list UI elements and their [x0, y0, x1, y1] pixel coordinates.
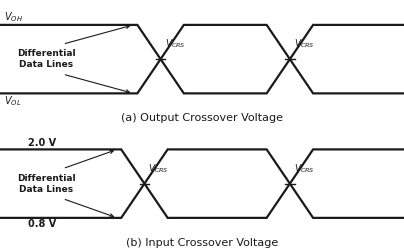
Text: 2.0 V: 2.0 V — [28, 138, 57, 148]
Text: $V_{CRS}$: $V_{CRS}$ — [149, 162, 169, 175]
Text: $V_{CRS}$: $V_{CRS}$ — [165, 38, 185, 50]
Text: (a) Output Crossover Voltage: (a) Output Crossover Voltage — [121, 113, 283, 123]
Text: Differential
Data Lines: Differential Data Lines — [17, 174, 76, 194]
Text: Differential
Data Lines: Differential Data Lines — [17, 49, 76, 69]
Text: $V_{CRS}$: $V_{CRS}$ — [294, 162, 315, 175]
Text: 0.8 V: 0.8 V — [28, 219, 57, 229]
Text: $V_{CRS}$: $V_{CRS}$ — [294, 38, 315, 50]
Text: $V_{OL}$: $V_{OL}$ — [4, 95, 21, 108]
Text: (b) Input Crossover Voltage: (b) Input Crossover Voltage — [126, 238, 278, 248]
Text: $V_{OH}$: $V_{OH}$ — [4, 10, 23, 24]
